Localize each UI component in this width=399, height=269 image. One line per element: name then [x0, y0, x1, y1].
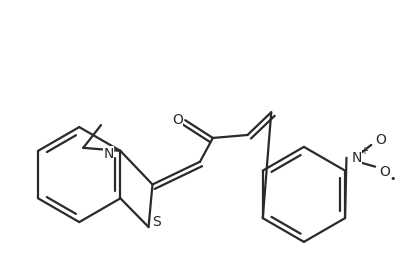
Text: N: N — [103, 147, 114, 161]
Text: N: N — [351, 151, 361, 165]
Text: O: O — [172, 113, 183, 127]
Text: •: • — [390, 174, 396, 183]
Text: O: O — [379, 165, 391, 179]
Text: +: + — [360, 146, 368, 156]
Text: S: S — [152, 215, 161, 229]
Text: O: O — [376, 133, 387, 147]
